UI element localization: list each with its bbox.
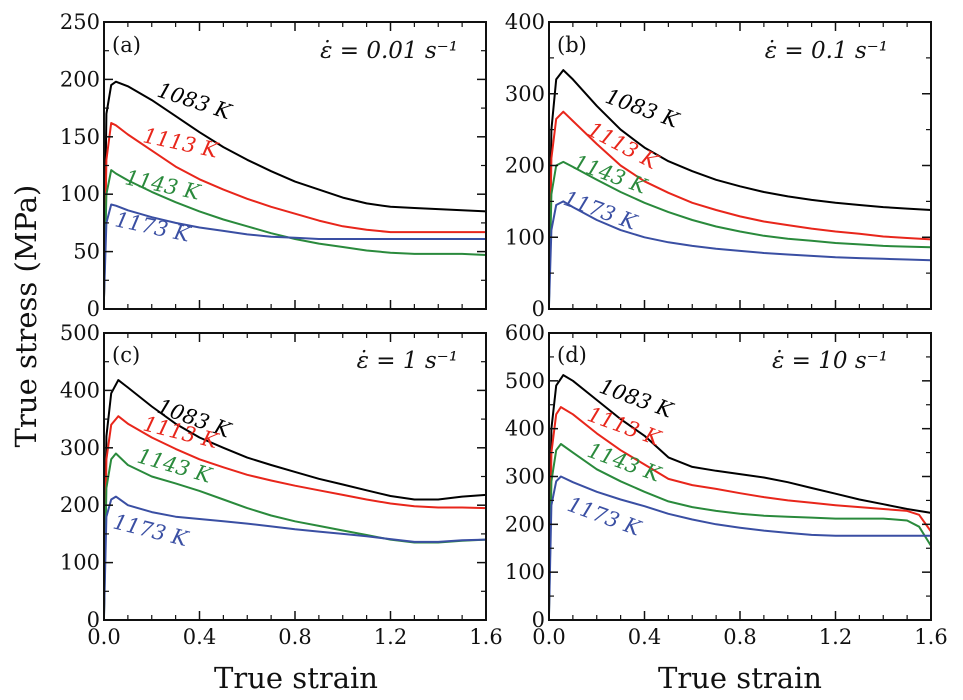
y-tick-label: 300 [505, 465, 545, 489]
series-label: 1173 K [564, 492, 645, 541]
panel-letter: (a) [112, 33, 141, 57]
strain-rate-label: ε̇ = 1 s⁻¹ [357, 348, 458, 374]
x-axis-title-left: True strain [214, 661, 378, 695]
plot-frame [103, 332, 487, 621]
panel-letter: (b) [557, 33, 587, 57]
series-label: 1113 K [141, 123, 221, 163]
series-line-1083k [548, 374, 932, 606]
series-line-1113k [548, 110, 932, 299]
y-tick-label: 100 [60, 182, 100, 206]
y-tick-label: 500 [505, 369, 545, 393]
series-label: 1083 K [602, 84, 683, 133]
series-line-1143k [548, 443, 932, 613]
y-tick-label: 500 [60, 321, 100, 345]
series-line-1173k [103, 495, 487, 618]
y-tick-label: 100 [60, 551, 100, 575]
y-tick-label: 300 [505, 82, 545, 106]
x-tick-label: 0.4 [183, 625, 216, 649]
series-label: 1143 K [123, 165, 203, 205]
y-tick-label: 200 [60, 493, 100, 517]
strain-rate-label: ε̇ = 10 s⁻¹ [772, 348, 888, 374]
y-tick-label: 150 [60, 125, 100, 149]
y-tick-label: 0 [87, 297, 100, 321]
x-tick-label: 0.8 [278, 625, 311, 649]
x-tick-label: 0.0 [532, 625, 565, 649]
x-tick-label: 0.4 [628, 625, 661, 649]
series-line-1113k [548, 406, 932, 611]
x-tick-label: 1.2 [374, 625, 407, 649]
series-line-1173k [103, 203, 486, 298]
x-tick-label: 1.2 [819, 625, 852, 649]
y-axis-title: True stress (MPa) [9, 185, 43, 448]
plot-frame [103, 21, 487, 310]
x-axis-title-right: True strain [658, 661, 822, 695]
strain-rate-label: ε̇ = 0.01 s⁻¹ [320, 38, 458, 64]
y-tick-label: 200 [60, 67, 100, 91]
y-tick-label: 600 [505, 321, 545, 345]
y-tick-label: 100 [505, 225, 545, 249]
y-tick-label: 200 [505, 154, 545, 178]
series-label: 1083 K [154, 78, 235, 125]
series-label: 1173 K [113, 207, 193, 247]
series-line-1083k [548, 69, 932, 295]
y-tick-label: 100 [505, 560, 545, 584]
y-tick-label: 0 [87, 608, 100, 632]
series-line-1083k [103, 379, 487, 609]
x-tick-label: 0.8 [723, 625, 756, 649]
y-tick-label: 50 [73, 240, 100, 264]
y-tick-label: 200 [505, 512, 545, 536]
series-line-1143k [548, 160, 932, 302]
x-tick-label: 1.6 [469, 625, 502, 649]
strain-rate-label: ε̇ = 0.1 s⁻¹ [765, 38, 888, 64]
x-tick-label: 1.6 [914, 625, 947, 649]
series-label: 1173 K [111, 510, 192, 552]
series-line-1113k [103, 415, 487, 612]
y-tick-label: 0 [532, 297, 545, 321]
y-tick-label: 400 [60, 378, 100, 402]
series-line-1113k [103, 122, 486, 298]
y-tick-label: 400 [505, 417, 545, 441]
y-tick-label: 300 [60, 436, 100, 460]
y-tick-label: 250 [60, 10, 100, 34]
panel-letter: (c) [112, 343, 140, 367]
series-line-1143k [103, 169, 487, 298]
series-line-1173k [548, 200, 932, 306]
y-tick-label: 400 [505, 10, 545, 34]
y-tick-label: 0 [532, 608, 545, 632]
panel-letter: (d) [557, 343, 587, 367]
series-line-1173k [548, 475, 931, 616]
x-tick-label: 0.0 [87, 625, 120, 649]
series-line-1083k [103, 80, 487, 287]
